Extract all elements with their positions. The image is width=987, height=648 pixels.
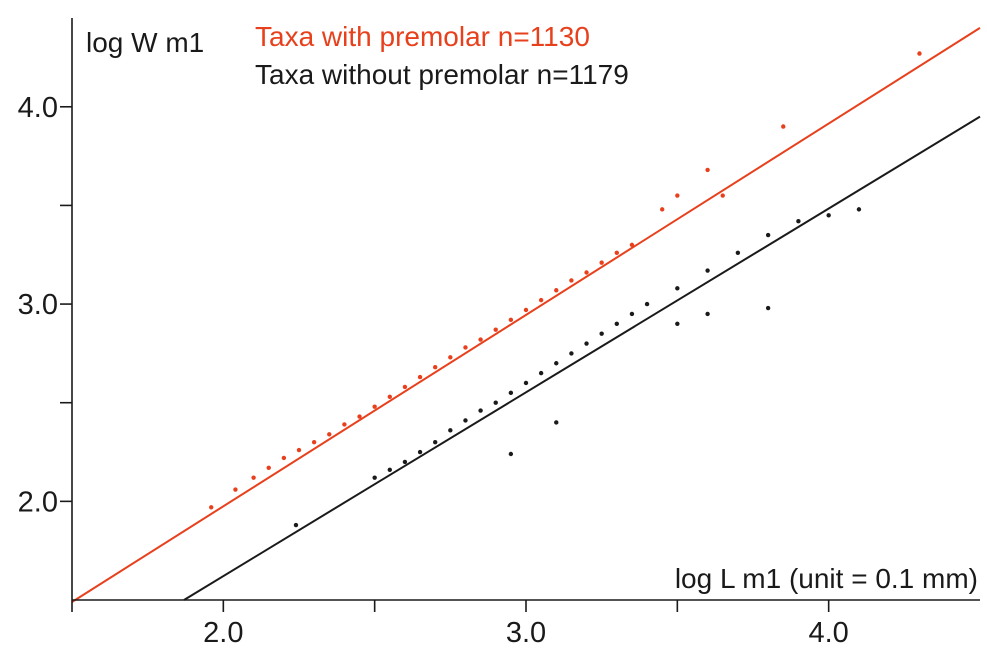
data-point-series-1: [493, 400, 498, 405]
data-point-series-1: [433, 439, 438, 445]
data-point-series-1: [705, 268, 710, 273]
data-point-series-0: [614, 250, 619, 255]
data-point-series-0: [493, 327, 498, 332]
data-point-series-0: [660, 207, 665, 212]
data-point-series-1: [614, 321, 619, 326]
data-point-series-0: [327, 432, 332, 437]
data-point-series-0: [720, 193, 725, 198]
data-point-series-0: [357, 414, 362, 419]
data-point-series-0: [296, 447, 302, 453]
data-point-series-1: [629, 311, 635, 317]
legend-series-without-premolar: Taxa without premolar n=1179: [255, 59, 629, 90]
data-point-series-0: [433, 365, 438, 370]
data-point-series-1: [705, 311, 710, 317]
data-point-series-0: [705, 167, 710, 173]
data-point-series-1: [508, 390, 514, 396]
data-point-series-1: [372, 475, 377, 480]
x-axis-title: log L m1 (unit = 0.1 mm): [675, 563, 978, 594]
data-point-series-0: [266, 465, 271, 471]
x-tick-label: 2.0: [203, 617, 243, 648]
data-point-series-0: [917, 51, 922, 56]
x-tick-label: 4.0: [809, 617, 849, 648]
data-point-series-0: [675, 193, 680, 198]
data-point-series-0: [478, 337, 483, 342]
data-point-series-0: [311, 439, 317, 445]
data-point-series-1: [402, 459, 408, 465]
data-point-series-1: [826, 213, 831, 218]
data-point-series-0: [281, 455, 287, 461]
data-point-series-0: [209, 505, 214, 510]
axis-ticks: 2.0 3.0 4.0 2.0 3.0 4.0: [18, 92, 849, 648]
data-point-series-0: [402, 384, 408, 390]
plot-marks: [71, 27, 981, 603]
data-point-series-0: [508, 317, 514, 323]
data-point-series-0: [781, 124, 786, 129]
data-point-series-1: [387, 467, 392, 472]
data-point-series-1: [796, 219, 801, 224]
data-point-series-0: [463, 345, 468, 350]
data-point-series-1: [765, 305, 771, 311]
data-point-series-0: [251, 475, 256, 480]
data-point-series-0: [448, 355, 453, 360]
regression-line-series-1: [183, 115, 981, 601]
y-tick-label: 3.0: [18, 289, 58, 321]
data-point-series-1: [417, 449, 423, 455]
data-point-series-0: [569, 278, 574, 283]
data-point-series-1: [675, 321, 680, 326]
y-tick-label: 4.0: [18, 92, 58, 124]
data-point-series-1: [554, 420, 559, 425]
data-point-series-1: [478, 408, 483, 413]
data-point-series-1: [765, 232, 771, 238]
data-point-series-1: [584, 341, 589, 346]
data-point-series-1: [735, 250, 741, 255]
data-point-series-0: [629, 242, 635, 248]
data-point-series-1: [508, 451, 514, 457]
data-point-series-1: [538, 370, 544, 376]
data-point-series-0: [372, 404, 377, 409]
data-point-series-1: [856, 207, 862, 212]
data-point-series-0: [599, 260, 604, 265]
data-point-series-0: [554, 288, 559, 293]
data-point-series-1: [448, 428, 453, 433]
data-point-series-1: [293, 522, 299, 528]
data-point-series-0: [233, 487, 238, 492]
data-point-series-1: [599, 331, 604, 336]
regression-line-series-0: [71, 27, 981, 603]
data-point-series-0: [538, 297, 544, 303]
data-point-series-0: [584, 270, 589, 275]
data-point-series-1: [554, 361, 559, 366]
data-point-series-0: [417, 374, 423, 380]
data-point-series-1: [523, 380, 529, 386]
y-axis-title: log W m1: [86, 27, 204, 58]
data-point-series-1: [675, 286, 680, 291]
data-point-series-0: [523, 307, 529, 313]
data-point-series-1: [569, 351, 574, 356]
y-tick-label: 2.0: [18, 486, 58, 518]
data-point-series-1: [463, 418, 468, 423]
x-tick-label: 3.0: [506, 617, 546, 648]
legend-series-with-premolar: Taxa with premolar n=1130: [255, 21, 590, 52]
data-point-series-0: [342, 422, 347, 427]
data-point-series-1: [644, 301, 650, 307]
data-point-series-0: [387, 394, 392, 399]
